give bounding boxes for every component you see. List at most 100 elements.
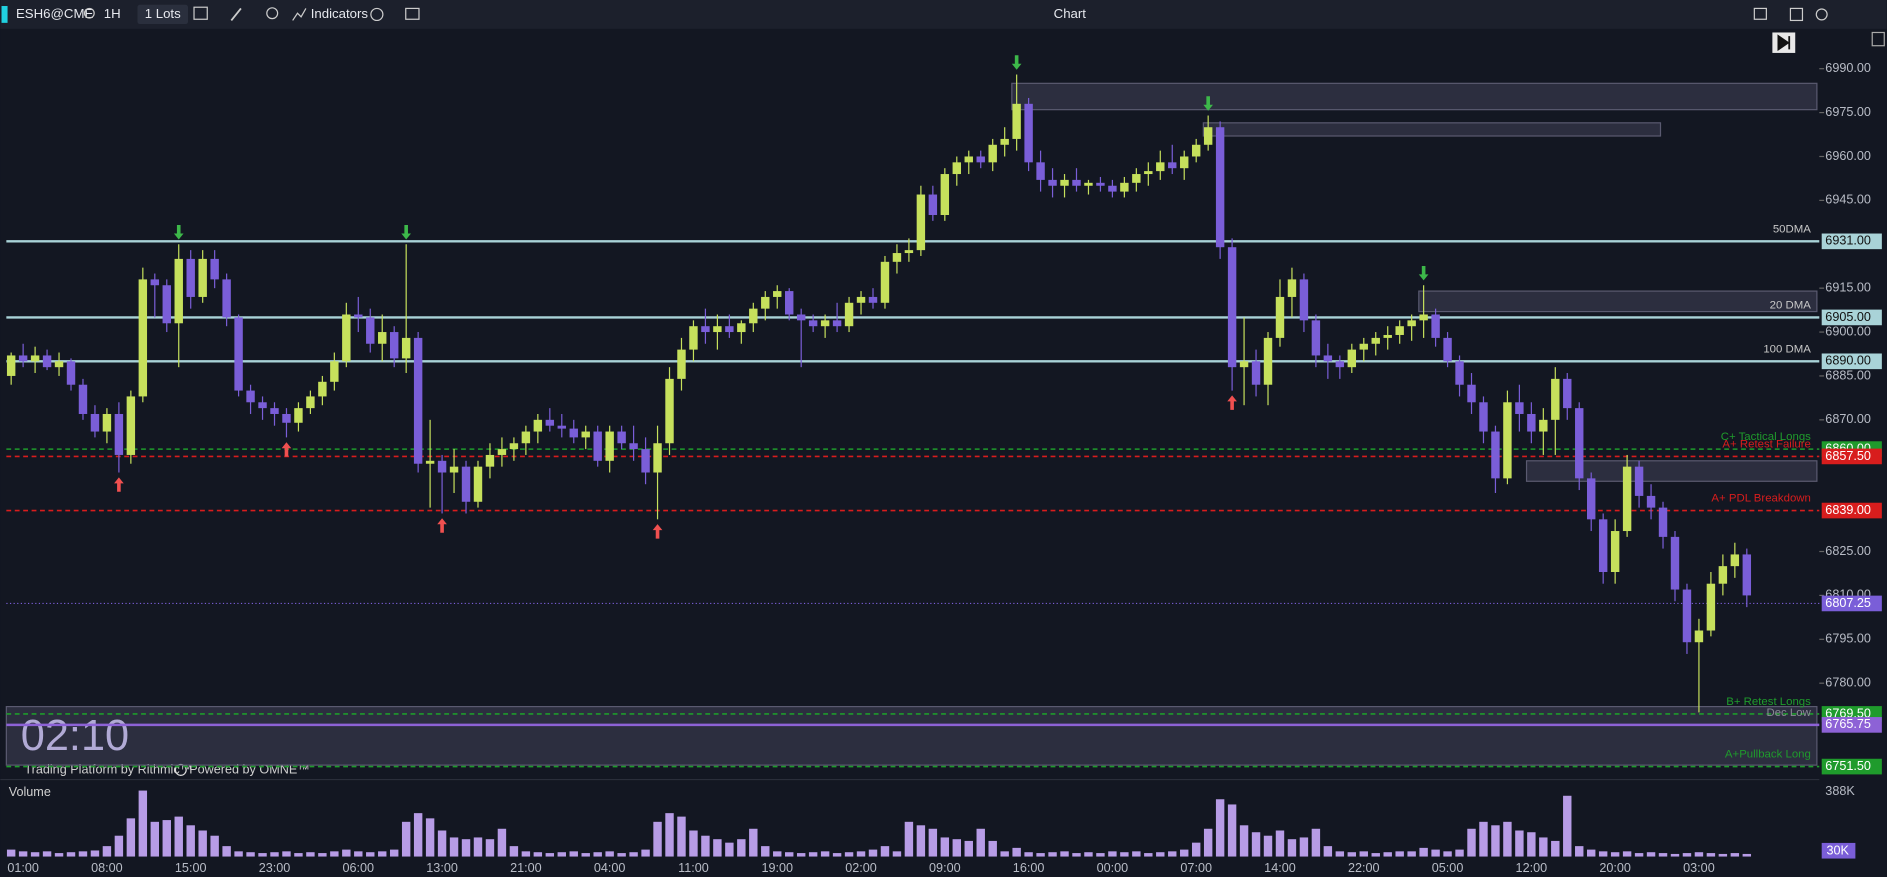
zoom-icon[interactable] xyxy=(266,7,279,20)
expand-icon[interactable] xyxy=(1789,7,1804,22)
candle-body xyxy=(1060,179,1069,186)
add-icon[interactable] xyxy=(370,7,384,22)
level-label: B+ Retest Longs xyxy=(1726,696,1811,708)
candle-body xyxy=(1024,103,1033,163)
volume-bar xyxy=(832,853,842,857)
volume-bar xyxy=(162,820,171,857)
lots-box[interactable] xyxy=(137,4,189,25)
volume-bar xyxy=(796,853,806,857)
volume-bar xyxy=(617,853,626,857)
price-tag-label: 6890.00 xyxy=(1825,354,1871,368)
candle-body xyxy=(354,314,363,318)
volume-bar xyxy=(1012,847,1021,857)
volume-bar xyxy=(1144,853,1153,857)
indicators-button[interactable]: Indicators xyxy=(311,6,369,21)
candle-body xyxy=(1527,413,1536,432)
volume-bar xyxy=(1395,851,1404,857)
candle-body xyxy=(18,355,28,362)
interval[interactable]: 1H xyxy=(104,6,121,21)
candle-body xyxy=(222,279,231,318)
candle-body xyxy=(677,349,686,379)
candle-body xyxy=(1443,337,1452,362)
volume-bar xyxy=(1742,853,1752,857)
search-icon[interactable] xyxy=(83,7,95,19)
candle-body xyxy=(1311,320,1321,356)
candle-body xyxy=(461,466,471,502)
volume-tick-label: 30K xyxy=(1827,844,1850,858)
volume-bar xyxy=(1048,852,1057,857)
level-label: 100 DMA xyxy=(1763,343,1811,355)
x-tick-label: 12:00 xyxy=(1516,861,1548,875)
sell-signal xyxy=(1203,96,1213,111)
candle-body xyxy=(126,396,136,455)
volume-bar xyxy=(6,849,16,857)
zone xyxy=(1202,122,1662,137)
candle-body xyxy=(1335,361,1345,368)
settings-icon[interactable] xyxy=(1815,8,1828,21)
camera-icon[interactable] xyxy=(1753,7,1767,20)
volume-bar xyxy=(282,851,291,857)
volume-bar xyxy=(342,849,351,857)
buy-signal xyxy=(1227,395,1237,410)
candle-body xyxy=(1455,361,1464,385)
zone xyxy=(1418,290,1818,313)
volume-bar xyxy=(1622,851,1632,857)
candle-body xyxy=(713,326,722,333)
candle-body xyxy=(425,460,435,464)
volume-bar xyxy=(1455,849,1464,857)
volume-bar xyxy=(42,851,52,857)
candle-body xyxy=(641,449,650,473)
volume-bar xyxy=(1694,852,1704,857)
layout-icon[interactable] xyxy=(405,7,420,20)
volume-bar xyxy=(1084,852,1093,857)
volume-bar xyxy=(306,852,315,857)
candle-body xyxy=(114,413,124,455)
candle-body xyxy=(808,320,818,327)
volume-bar xyxy=(1036,853,1045,857)
candle-body xyxy=(1586,478,1596,520)
x-tick-label: 00:00 xyxy=(1097,861,1129,875)
volume-bar xyxy=(1108,851,1117,857)
x-tick-label: 19:00 xyxy=(761,861,793,875)
volume-bar xyxy=(1335,851,1345,857)
candle-body xyxy=(1515,402,1524,414)
candle-body xyxy=(725,326,734,333)
candle-body xyxy=(844,302,854,327)
symbol[interactable]: ESH6@CME xyxy=(16,6,94,21)
volume-bar xyxy=(1503,821,1512,857)
candle-body xyxy=(1168,162,1177,169)
y-tick-label: 6990.00 xyxy=(1825,61,1871,75)
volume-bar xyxy=(1670,853,1680,857)
candle-body xyxy=(1048,179,1057,186)
candle-body xyxy=(30,355,40,362)
volume-bar xyxy=(1443,851,1452,857)
candle-body xyxy=(66,361,76,385)
ticket-icon[interactable] xyxy=(193,6,208,20)
volume-bar xyxy=(773,851,782,857)
candle-body xyxy=(1012,103,1021,139)
volume-bar xyxy=(497,828,507,857)
x-tick-label: 20:00 xyxy=(1599,861,1631,875)
volume-bar xyxy=(545,853,555,857)
volume-bar xyxy=(689,830,698,857)
volume-bar xyxy=(18,851,28,857)
zone xyxy=(5,705,1818,766)
clock: 02:10 xyxy=(21,712,129,760)
candle-body xyxy=(1323,355,1333,362)
volume-bar xyxy=(30,852,40,857)
volume-bar xyxy=(1299,837,1309,857)
candle-body xyxy=(749,308,758,324)
panel-icon[interactable] xyxy=(1871,31,1885,47)
sell-signal xyxy=(1418,265,1429,281)
candle-body xyxy=(90,413,100,432)
volume-bar xyxy=(222,846,231,857)
indicators-icon[interactable] xyxy=(292,8,307,21)
lots[interactable]: 1 Lots xyxy=(145,6,181,21)
draw-icon[interactable] xyxy=(230,7,242,22)
candle-body xyxy=(413,337,423,464)
x-tick-label: 14:00 xyxy=(1264,861,1296,875)
candle-body xyxy=(964,156,973,163)
volume-bar xyxy=(856,851,866,857)
volume-bar xyxy=(653,821,662,857)
candle-body xyxy=(1467,384,1476,403)
